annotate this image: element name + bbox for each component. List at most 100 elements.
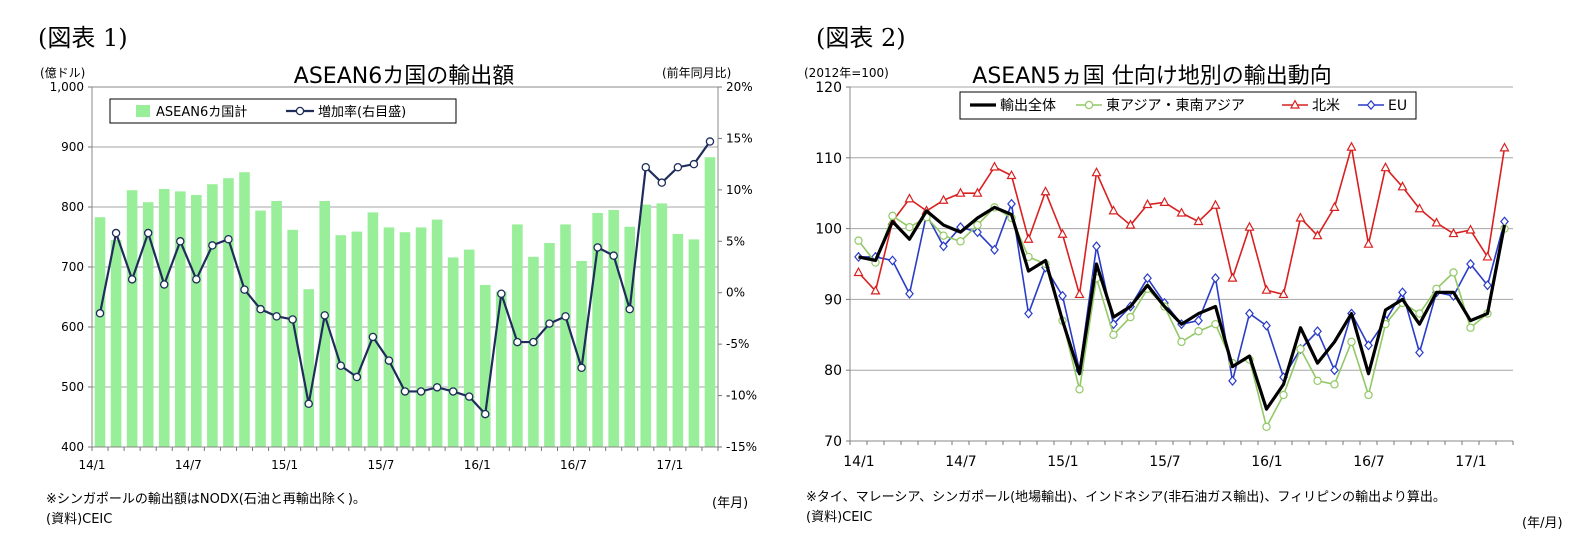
legend-box bbox=[959, 91, 1417, 120]
series-point bbox=[1330, 380, 1339, 389]
chart-2-svg: 70 80 90 100 110 120 14/1 14/7 15/1 15/7 16/1 16/7 1… bbox=[815, 80, 1514, 470]
chart-source-1: (資料)CEIC bbox=[46, 512, 113, 527]
series-point bbox=[1415, 309, 1424, 318]
growth-point bbox=[529, 337, 538, 347]
series-point bbox=[989, 161, 1000, 171]
growth-point bbox=[561, 312, 570, 321]
series-point bbox=[1193, 215, 1204, 226]
series-point bbox=[1262, 422, 1271, 432]
legend-label: 東アジア・東南アジア bbox=[1106, 98, 1245, 114]
series-point bbox=[1278, 288, 1289, 299]
y-tick-label: 80 bbox=[824, 363, 842, 379]
growth-point bbox=[705, 137, 715, 146]
legend-bar-swatch bbox=[136, 105, 150, 117]
bar bbox=[351, 231, 363, 447]
growth-point bbox=[368, 332, 378, 342]
series-point bbox=[1483, 280, 1492, 291]
series-point bbox=[1364, 340, 1373, 351]
bar bbox=[399, 232, 411, 447]
series-point bbox=[1109, 330, 1118, 339]
bar bbox=[592, 213, 603, 447]
bar bbox=[463, 249, 475, 447]
left-unit-1: (億ドル) bbox=[40, 66, 86, 80]
y2-tick-label: 5% bbox=[726, 234, 745, 248]
x-tick-label: 17/1 bbox=[656, 458, 683, 472]
bar bbox=[94, 217, 106, 447]
legend-marker bbox=[1289, 99, 1301, 109]
x-axis-label-1: (年月) bbox=[712, 496, 749, 511]
series-point bbox=[1448, 227, 1459, 238]
growth-point bbox=[545, 319, 554, 328]
legend: 輸出全体 東アジア・東南アジア 北米 EU bbox=[959, 91, 1417, 120]
series-point bbox=[1211, 273, 1220, 284]
legend-box bbox=[109, 98, 457, 124]
x-tick-label: 15/1 bbox=[271, 458, 298, 472]
series-point bbox=[1228, 375, 1237, 386]
growth-point bbox=[256, 304, 265, 314]
bar-series bbox=[94, 157, 716, 447]
series-point bbox=[1346, 141, 1357, 151]
y-tick-label: 110 bbox=[815, 151, 842, 167]
bar bbox=[624, 226, 636, 447]
series-point bbox=[1415, 347, 1424, 358]
series-point bbox=[1466, 258, 1475, 270]
y-tick-label: 1,000 bbox=[50, 80, 84, 94]
x-tick-label: 14/1 bbox=[843, 454, 874, 470]
x-tick-label: 16/1 bbox=[464, 458, 491, 472]
series-point bbox=[1482, 251, 1493, 261]
series-point bbox=[1449, 268, 1458, 277]
series-point bbox=[888, 255, 897, 266]
bar bbox=[335, 235, 347, 447]
y2-tick-label: -5% bbox=[726, 337, 749, 351]
legend-line-label: 増加率(右目盛) bbox=[318, 104, 406, 120]
y-tick-label: 900 bbox=[61, 140, 84, 154]
series-point bbox=[1245, 308, 1254, 319]
growth-point bbox=[320, 311, 329, 320]
series-point bbox=[1194, 327, 1203, 336]
series-point bbox=[1363, 238, 1374, 248]
growth-point bbox=[176, 237, 185, 246]
growth-point bbox=[641, 162, 651, 172]
bar bbox=[287, 229, 298, 447]
bar bbox=[191, 195, 202, 447]
series-point bbox=[1176, 207, 1187, 217]
chart-note-2: ※タイ、マレーシア、シンガポール(地場輸出)、インドネシア(非石油ガス輸出)、フ… bbox=[806, 490, 1446, 505]
y-tick-label: 100 bbox=[815, 222, 842, 238]
series-point bbox=[1075, 385, 1084, 394]
series-point bbox=[888, 211, 897, 221]
bar bbox=[383, 227, 395, 447]
growth-point bbox=[111, 228, 121, 238]
series-point bbox=[904, 193, 915, 203]
y2-tick-label: -15% bbox=[726, 440, 757, 454]
y-tick-label: 800 bbox=[61, 200, 84, 214]
series-point bbox=[1126, 312, 1135, 322]
growth-point bbox=[513, 337, 522, 347]
x-tick-label: 16/1 bbox=[1251, 454, 1282, 470]
growth-point bbox=[689, 159, 699, 169]
series-point bbox=[1007, 198, 1016, 209]
growth-point bbox=[192, 275, 201, 284]
series-line bbox=[857, 206, 1506, 428]
bar bbox=[496, 291, 507, 447]
series-point bbox=[1295, 212, 1306, 222]
left-unit-2: (2012年=100) bbox=[804, 66, 889, 80]
series-point bbox=[1279, 390, 1288, 400]
bar bbox=[142, 202, 154, 447]
growth-point bbox=[127, 275, 137, 284]
series-point bbox=[1125, 219, 1136, 229]
x-tick-label: 15/7 bbox=[367, 458, 394, 472]
bar bbox=[608, 210, 619, 447]
growth-point bbox=[577, 363, 586, 373]
y2-tick-label: -10% bbox=[726, 389, 757, 403]
y-tick-label: 500 bbox=[61, 380, 84, 394]
y2-tick-label: 0% bbox=[726, 286, 745, 300]
growth-point bbox=[288, 315, 297, 324]
growth-point bbox=[159, 280, 169, 289]
series-line bbox=[858, 205, 1507, 411]
chart-note-1: ※シンガポールの輸出額はNODX(石油と再輸出除く)。 bbox=[46, 492, 366, 507]
growth-point bbox=[224, 234, 233, 244]
growth-point bbox=[657, 178, 667, 187]
y-tick-label: 700 bbox=[61, 260, 84, 274]
series-point bbox=[1312, 230, 1323, 240]
bar bbox=[223, 178, 234, 447]
